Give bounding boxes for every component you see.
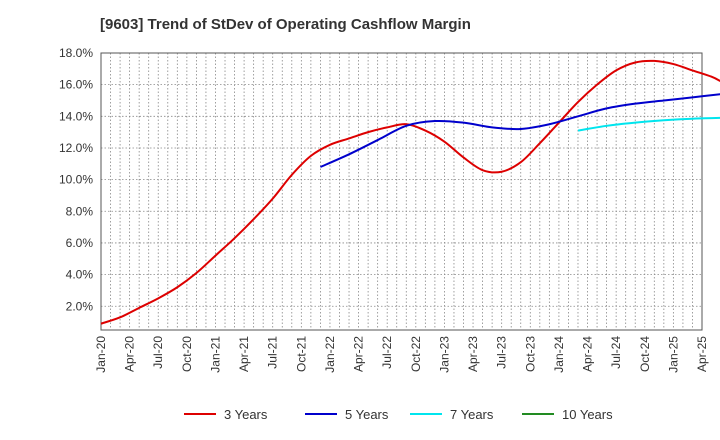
y-tick-label: 14.0% xyxy=(59,109,93,123)
x-tick-label: Apr-24 xyxy=(581,336,595,372)
y-tick-label: 12.0% xyxy=(59,141,93,155)
x-tick-label: Jul-24 xyxy=(609,336,623,369)
x-axis: Jan-20 Apr-20 Jul-20 Oct-20 Jan-21 Apr-21 Jul-… xyxy=(94,336,709,373)
x-tick-label: Apr-22 xyxy=(352,336,366,372)
x-tick-label: Jan-21 xyxy=(208,336,222,373)
x-tick-label: Oct-21 xyxy=(294,336,308,372)
legend-label-7-years: 7 Years xyxy=(450,407,494,422)
x-tick-label: Oct-20 xyxy=(180,336,194,372)
x-tick-label: Oct-22 xyxy=(409,336,423,372)
x-tick-label: Jan-20 xyxy=(94,336,108,373)
x-tick-label: Jan-24 xyxy=(552,336,566,373)
x-tick-label: Oct-24 xyxy=(638,336,652,372)
legend-label-5-years: 5 Years xyxy=(345,407,389,422)
legend: 3 Years 5 Years 7 Years 10 Years xyxy=(184,407,613,422)
x-tick-label: Apr-25 xyxy=(695,336,709,372)
x-tick-label: Jul-20 xyxy=(151,336,165,369)
x-tick-label: Apr-20 xyxy=(123,336,137,372)
plot-area xyxy=(101,53,702,330)
x-tick-label: Apr-23 xyxy=(466,336,480,372)
x-tick-label: Jul-22 xyxy=(380,336,394,369)
x-tick-label: Jan-25 xyxy=(666,336,680,373)
series-line-5-years xyxy=(320,93,720,168)
y-tick-label: 10.0% xyxy=(59,173,93,187)
series-line-3-years xyxy=(100,59,720,325)
y-tick-label: 4.0% xyxy=(66,268,94,282)
x-tick-label: Jan-23 xyxy=(437,336,451,373)
y-tick-label: 6.0% xyxy=(66,236,94,250)
y-tick-label: 18.0% xyxy=(59,46,93,60)
legend-label-3-years: 3 Years xyxy=(224,407,268,422)
y-tick-label: 2.0% xyxy=(66,299,94,313)
series-lines xyxy=(100,59,720,325)
plot-border xyxy=(100,52,703,331)
legend-label-10-years: 10 Years xyxy=(562,407,613,422)
x-tick-label: Jan-22 xyxy=(323,336,337,373)
x-tick-label: Jul-23 xyxy=(495,336,509,369)
x-tick-label: Oct-23 xyxy=(523,336,537,372)
x-tick-label: Jul-21 xyxy=(266,336,280,369)
y-axis: 2.0% 4.0% 6.0% 8.0% 10.0% 12.0% 14.0% 16.0% 18.0… xyxy=(59,46,93,313)
y-tick-label: 16.0% xyxy=(59,78,93,92)
x-tick-label: Apr-21 xyxy=(237,336,251,372)
y-tick-label: 8.0% xyxy=(66,204,94,218)
series-line-7-years xyxy=(577,116,720,132)
chart-title: [9603] Trend of StDev of Operating Cashf… xyxy=(100,16,471,33)
